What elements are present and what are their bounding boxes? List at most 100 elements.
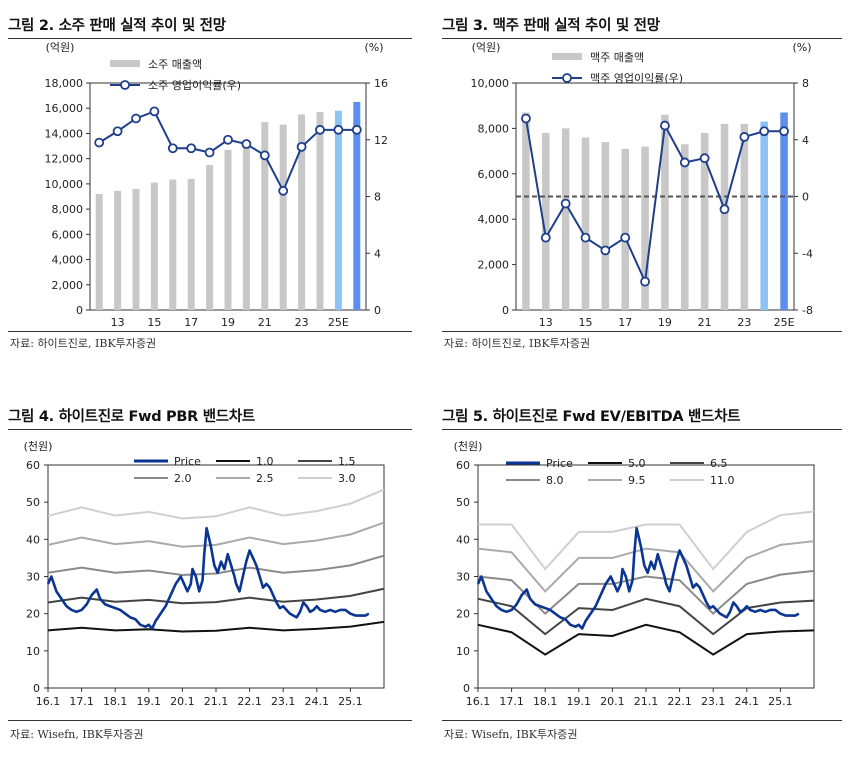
- beer-ylabel-right: (%): [792, 41, 811, 54]
- soju-bar: [334, 110, 342, 310]
- soju-bar: [187, 178, 195, 310]
- soju-ytick-left-label: 14,000: [45, 127, 84, 140]
- pbr-ytick-label: 30: [26, 571, 40, 584]
- title-rule-pbr: [8, 429, 412, 430]
- beer-margin-point: [600, 245, 611, 256]
- soju-bar: [132, 188, 140, 310]
- beer-ytick-left-label: 8,000: [478, 122, 510, 135]
- source-note-beer: 자료: 하이트진로, IBK투자증권: [444, 337, 591, 350]
- evebitda-ylabel: (천원): [454, 439, 483, 453]
- soju-margin-point: [296, 141, 307, 152]
- evebitda-price-line: [476, 526, 800, 630]
- soju-ytick-right-label: 8: [374, 191, 381, 204]
- beer-bar: [681, 144, 689, 310]
- beer-legend-line-label: 맥주 영업이익률(우): [590, 72, 683, 85]
- beer-ytick-right-label: 4: [802, 134, 809, 147]
- evebitda-legend-label: Price: [546, 457, 573, 470]
- beer-margin-point: [640, 276, 650, 287]
- beer-margin-point: [560, 198, 571, 209]
- beer-ytick-left-label: 6,000: [478, 168, 510, 181]
- evebitda-xtick-label: 20.1: [600, 695, 625, 708]
- soju-legend-line-marker: [120, 80, 130, 90]
- beer-bar: [561, 128, 570, 310]
- beer-margin-point: [779, 126, 789, 137]
- soju-ytick-left-label: 2,000: [52, 279, 84, 292]
- evebitda-xtick-label: 21.1: [634, 695, 659, 708]
- beer-bar: [700, 132, 709, 310]
- evebitda-xtick-label: 18.1: [533, 695, 558, 708]
- evebitda-legend-label: 9.5: [628, 474, 646, 487]
- evebitda-band-line: [477, 540, 815, 593]
- beer-ytick-right-label: -8: [802, 304, 813, 317]
- soju-bar: [206, 164, 214, 310]
- evebitda-ytick-label: 10: [456, 645, 470, 658]
- beer-bar: [760, 121, 768, 310]
- beer-margin-point: [660, 120, 670, 131]
- soju-ytick-left-label: 12,000: [45, 153, 84, 166]
- pbr-xtick-label: 24.1: [305, 695, 330, 708]
- beer-margin-point: [580, 232, 591, 243]
- pbr-legend-label: 1.5: [338, 455, 356, 468]
- title-rule-evebitda: [442, 429, 842, 430]
- soju-ytick-left-label: 4,000: [52, 254, 84, 267]
- soju-xtick-label: 21: [258, 316, 272, 329]
- pbr-plot-frame: [47, 464, 385, 689]
- pbr-ytick-label: 60: [26, 459, 40, 472]
- source-note-pbr: 자료: Wisefn, IBK투자증권: [10, 728, 144, 741]
- soju-margin-point: [186, 143, 197, 154]
- soju-margin-point: [112, 126, 123, 137]
- beer-margin-point: [739, 132, 750, 142]
- pbr-ylabel: (천원): [24, 439, 53, 453]
- evebitda-legend-label: 5.0: [628, 457, 646, 470]
- soju-ytick-right-label: 12: [374, 134, 388, 147]
- beer-bar: [542, 132, 550, 310]
- pbr-ytick-label: 20: [26, 608, 40, 621]
- pbr-band-line: [47, 587, 385, 605]
- beer-bar: [641, 146, 649, 310]
- beer-bar: [780, 112, 788, 310]
- pbr-ytick-label: 50: [26, 496, 40, 509]
- soju-ylabel-left: (억원): [46, 41, 75, 54]
- beer-bar: [581, 137, 590, 310]
- beer-margin-point: [620, 232, 631, 243]
- beer-margin-point: [521, 113, 531, 124]
- evebitda-xtick-label: 24.1: [735, 695, 760, 708]
- soju-ytick-right-label: 0: [374, 304, 381, 317]
- pbr-legend-label: Price: [174, 455, 201, 468]
- soju-margin-point: [94, 137, 105, 148]
- beer-bar: [720, 123, 729, 310]
- soju-bar: [150, 182, 158, 310]
- chart-title-beer: 그림 3. 맥주 판매 실적 추이 및 전망: [442, 18, 660, 34]
- beer-ytick-left-label: 4,000: [478, 213, 510, 226]
- beer-xtick-label: 23: [737, 316, 751, 329]
- pbr-xtick-label: 22.1: [237, 695, 262, 708]
- beer-margin-point: [679, 157, 690, 168]
- beer-ytick-left-label: 2,000: [478, 259, 510, 272]
- soju-legend-bar-label: 소주 매출액: [148, 58, 202, 71]
- soju-margin-point: [131, 113, 141, 124]
- soju-ylabel-right: (%): [364, 41, 383, 54]
- evebitda-ytick-label: 20: [456, 608, 470, 621]
- soju-xtick-label: 19: [221, 316, 235, 329]
- soju-margin-point: [315, 124, 325, 135]
- chart-title-soju: 그림 2. 소주 판매 실적 추이 및 전망: [8, 18, 226, 34]
- pbr-xtick-label: 16.1: [36, 695, 61, 708]
- soju-ytick-left-label: 6,000: [52, 228, 84, 241]
- pbr-legend-label: 2.0: [174, 472, 192, 485]
- beer-legend-bar-swatch: [552, 53, 582, 60]
- pbr-xtick-label: 25.1: [338, 695, 363, 708]
- footer-rule-beer: [442, 331, 842, 332]
- soju-margin-point: [333, 124, 344, 135]
- beer-margin-line: [524, 118, 785, 286]
- pbr-legend-label: 2.5: [256, 472, 274, 485]
- soju-margin-point: [241, 139, 252, 149]
- soju-xtick-label: 15: [147, 316, 161, 329]
- beer-margin-point: [719, 204, 730, 215]
- pbr-band-line: [47, 521, 385, 548]
- beer-bar: [661, 114, 669, 310]
- beer-bar: [522, 112, 530, 310]
- soju-xtick-label: 13: [111, 316, 125, 329]
- pbr-band-line: [47, 620, 385, 633]
- beer-xtick-label: 19: [658, 316, 672, 329]
